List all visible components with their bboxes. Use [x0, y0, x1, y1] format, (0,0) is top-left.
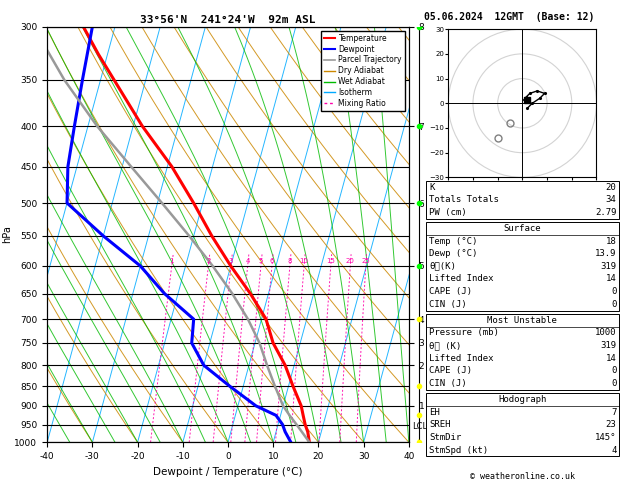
- Text: 4: 4: [245, 258, 250, 264]
- Text: Pressure (mb): Pressure (mb): [429, 329, 499, 337]
- Text: 145°: 145°: [595, 433, 616, 442]
- Text: 7: 7: [611, 408, 616, 417]
- Text: SREH: SREH: [429, 420, 450, 429]
- Text: Surface: Surface: [504, 224, 541, 233]
- Text: 14: 14: [606, 354, 616, 363]
- Text: LCL: LCL: [413, 422, 428, 431]
- Text: 05.06.2024  12GMT  (Base: 12): 05.06.2024 12GMT (Base: 12): [425, 12, 594, 22]
- Text: Totals Totals: Totals Totals: [429, 195, 499, 204]
- Text: Mixing Ratio (g/kg): Mixing Ratio (g/kg): [438, 195, 447, 274]
- Text: θᴇ(K): θᴇ(K): [429, 262, 456, 271]
- Text: 319: 319: [600, 341, 616, 350]
- X-axis label: kt: kt: [518, 188, 526, 196]
- Text: 14: 14: [606, 275, 616, 283]
- Text: K: K: [429, 183, 435, 191]
- Text: Lifted Index: Lifted Index: [429, 275, 494, 283]
- Text: 0: 0: [611, 300, 616, 309]
- Text: Dewp (°C): Dewp (°C): [429, 249, 477, 258]
- Text: CIN (J): CIN (J): [429, 379, 467, 388]
- Text: StmSpd (kt): StmSpd (kt): [429, 446, 488, 454]
- Text: 18: 18: [606, 237, 616, 245]
- Text: PW (cm): PW (cm): [429, 208, 467, 217]
- Text: Temp (°C): Temp (°C): [429, 237, 477, 245]
- Text: 4: 4: [611, 446, 616, 454]
- Text: 15: 15: [326, 258, 335, 264]
- Text: 1: 1: [169, 258, 174, 264]
- Legend: Temperature, Dewpoint, Parcel Trajectory, Dry Adiabat, Wet Adiabat, Isotherm, Mi: Temperature, Dewpoint, Parcel Trajectory…: [321, 31, 405, 111]
- Text: 2: 2: [206, 258, 211, 264]
- Text: © weatheronline.co.uk: © weatheronline.co.uk: [470, 472, 574, 481]
- Text: 319: 319: [600, 262, 616, 271]
- Text: 20: 20: [606, 183, 616, 191]
- Text: EH: EH: [429, 408, 440, 417]
- Text: 10: 10: [299, 258, 309, 264]
- Text: 8: 8: [287, 258, 292, 264]
- Y-axis label: km
ASL: km ASL: [427, 226, 447, 243]
- Text: 2.79: 2.79: [595, 208, 616, 217]
- Y-axis label: hPa: hPa: [2, 226, 12, 243]
- Text: 13.9: 13.9: [595, 249, 616, 258]
- Text: Lifted Index: Lifted Index: [429, 354, 494, 363]
- Text: 34: 34: [606, 195, 616, 204]
- Text: 6: 6: [270, 258, 274, 264]
- X-axis label: Dewpoint / Temperature (°C): Dewpoint / Temperature (°C): [153, 467, 303, 477]
- Text: CIN (J): CIN (J): [429, 300, 467, 309]
- Text: 0: 0: [611, 366, 616, 375]
- Text: Most Unstable: Most Unstable: [487, 316, 557, 325]
- Text: 0: 0: [611, 379, 616, 388]
- Title: 33°56'N  241°24'W  92m ASL: 33°56'N 241°24'W 92m ASL: [140, 15, 316, 25]
- Text: 20: 20: [346, 258, 355, 264]
- Text: CAPE (J): CAPE (J): [429, 287, 472, 296]
- Text: 3: 3: [229, 258, 233, 264]
- Text: Hodograph: Hodograph: [498, 395, 547, 404]
- Text: 0: 0: [611, 287, 616, 296]
- Text: 23: 23: [606, 420, 616, 429]
- Text: 25: 25: [362, 258, 370, 264]
- Text: θᴇ (K): θᴇ (K): [429, 341, 461, 350]
- Text: StmDir: StmDir: [429, 433, 461, 442]
- Text: CAPE (J): CAPE (J): [429, 366, 472, 375]
- Text: 1000: 1000: [595, 329, 616, 337]
- Text: 5: 5: [259, 258, 263, 264]
